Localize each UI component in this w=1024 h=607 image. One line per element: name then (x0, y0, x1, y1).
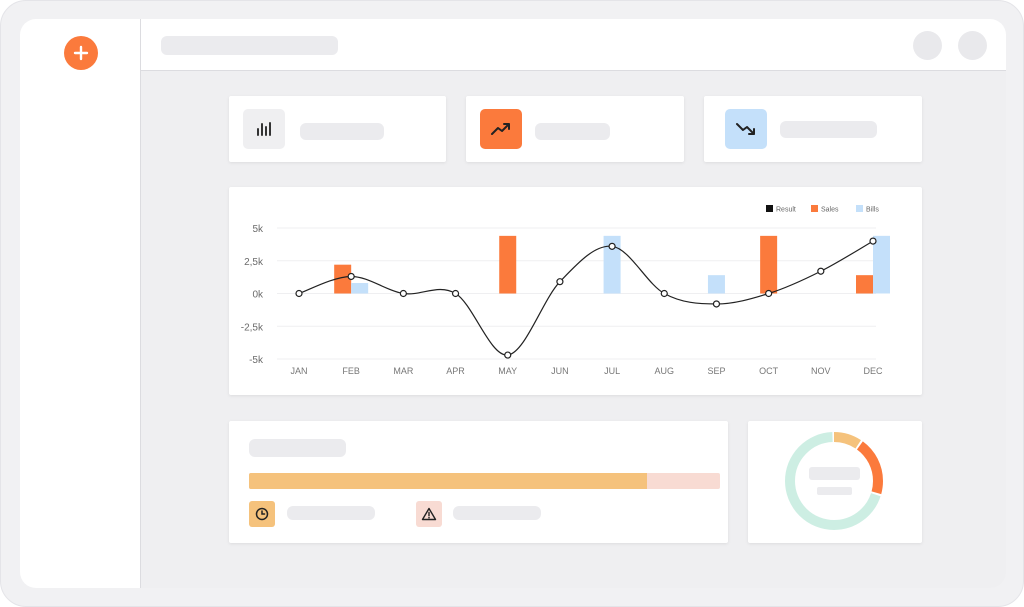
y-tick-label: -5k (249, 355, 264, 366)
donut-segment (785, 432, 883, 530)
legend-label-sales: Sales (821, 207, 839, 214)
stat-card-decline[interactable] (704, 96, 922, 162)
y-tick-label: 0k (252, 290, 264, 301)
x-tick-label: JUL (604, 366, 620, 376)
bar-sales (499, 235, 517, 294)
stat-value-placeholder (780, 121, 877, 138)
x-tick-label: DEC (863, 366, 883, 376)
donut-card (748, 421, 922, 543)
status-label-placeholder (453, 506, 541, 520)
x-tick-label: MAY (498, 366, 517, 376)
stat-icon-box (243, 109, 285, 149)
donut-label-placeholder (817, 487, 852, 495)
line-point (869, 237, 877, 245)
legend-label-bills: Bills (866, 207, 879, 214)
plus-icon (73, 45, 89, 61)
warning-icon (421, 507, 437, 521)
status-label-placeholder (287, 506, 375, 520)
x-tick-label: FEB (342, 366, 360, 376)
top-bar (141, 19, 1006, 71)
bar-bills (603, 235, 621, 294)
x-tick-label: NOV (811, 366, 831, 376)
stat-value-placeholder (300, 123, 384, 140)
settings-button[interactable] (958, 31, 987, 60)
status-warning-badge[interactable] (416, 501, 442, 527)
bar-sales (334, 264, 352, 294)
stat-card-growth[interactable] (466, 96, 684, 162)
donut-segment (785, 432, 883, 530)
x-tick-label: SEP (707, 366, 725, 376)
legend-swatch (856, 205, 863, 212)
avatar-button[interactable] (913, 31, 942, 60)
add-button[interactable] (64, 36, 98, 70)
trending-up-icon (491, 123, 510, 135)
line-point (817, 267, 825, 275)
trending-down-icon (736, 123, 755, 135)
donut-segment (785, 432, 883, 530)
bar-bills (707, 275, 725, 294)
line-point (608, 242, 616, 250)
bar-bills (873, 235, 890, 294)
line-point (347, 272, 355, 281)
y-tick-label: 5k (252, 224, 264, 235)
bar-chart-icon (257, 122, 271, 136)
progress-card (229, 421, 728, 543)
bar-sales (856, 275, 873, 294)
line-point (451, 289, 460, 298)
stat-value-placeholder (535, 123, 610, 140)
series-line-result (298, 240, 874, 356)
donut-chart (785, 432, 883, 530)
line-point (504, 351, 512, 359)
stat-card-overview[interactable] (229, 96, 446, 162)
status-clock-badge[interactable] (249, 501, 275, 527)
progress-title-placeholder (249, 439, 346, 457)
line-point (712, 300, 721, 308)
stat-icon-box (480, 109, 522, 149)
line-point (556, 278, 564, 286)
progress-bar (249, 473, 720, 489)
line-point (399, 289, 407, 298)
x-tick-label: APR (446, 366, 465, 376)
x-tick-label: JAN (290, 366, 307, 376)
legend-label-result: Result (776, 207, 796, 214)
x-tick-label: JUN (551, 366, 569, 376)
progress-bar-fill (249, 473, 647, 489)
y-tick-label: 2,5k (244, 257, 264, 268)
bar-sales (760, 235, 778, 294)
legend-swatch (811, 205, 818, 212)
donut-value-placeholder (809, 467, 860, 480)
x-tick-label: AUG (655, 366, 675, 376)
x-tick-label: OCT (759, 366, 779, 376)
x-tick-label: MAR (393, 366, 414, 376)
revenue-chart: 5k 2,5k 0k -2,5k -5k JAN FEB MAR APR MAY JUN JUL AUG… (241, 205, 890, 376)
y-tick-label: -2,5k (241, 322, 264, 333)
line-point (765, 289, 773, 298)
legend-swatch (766, 205, 773, 212)
stat-icon-box (725, 109, 767, 149)
page-title-placeholder (161, 36, 338, 55)
clock-icon (255, 507, 269, 521)
chart-card: 5k 2,5k 0k -2,5k -5k JAN FEB MAR APR MAY JUN JUL AUG… (229, 187, 922, 395)
line-point (295, 289, 303, 298)
sidebar (20, 19, 141, 588)
bar-bills (351, 283, 369, 294)
line-point (660, 289, 668, 298)
app-window: 5k 2,5k 0k -2,5k -5k JAN FEB MAR APR MAY JUN JUL AUG… (20, 19, 1006, 588)
